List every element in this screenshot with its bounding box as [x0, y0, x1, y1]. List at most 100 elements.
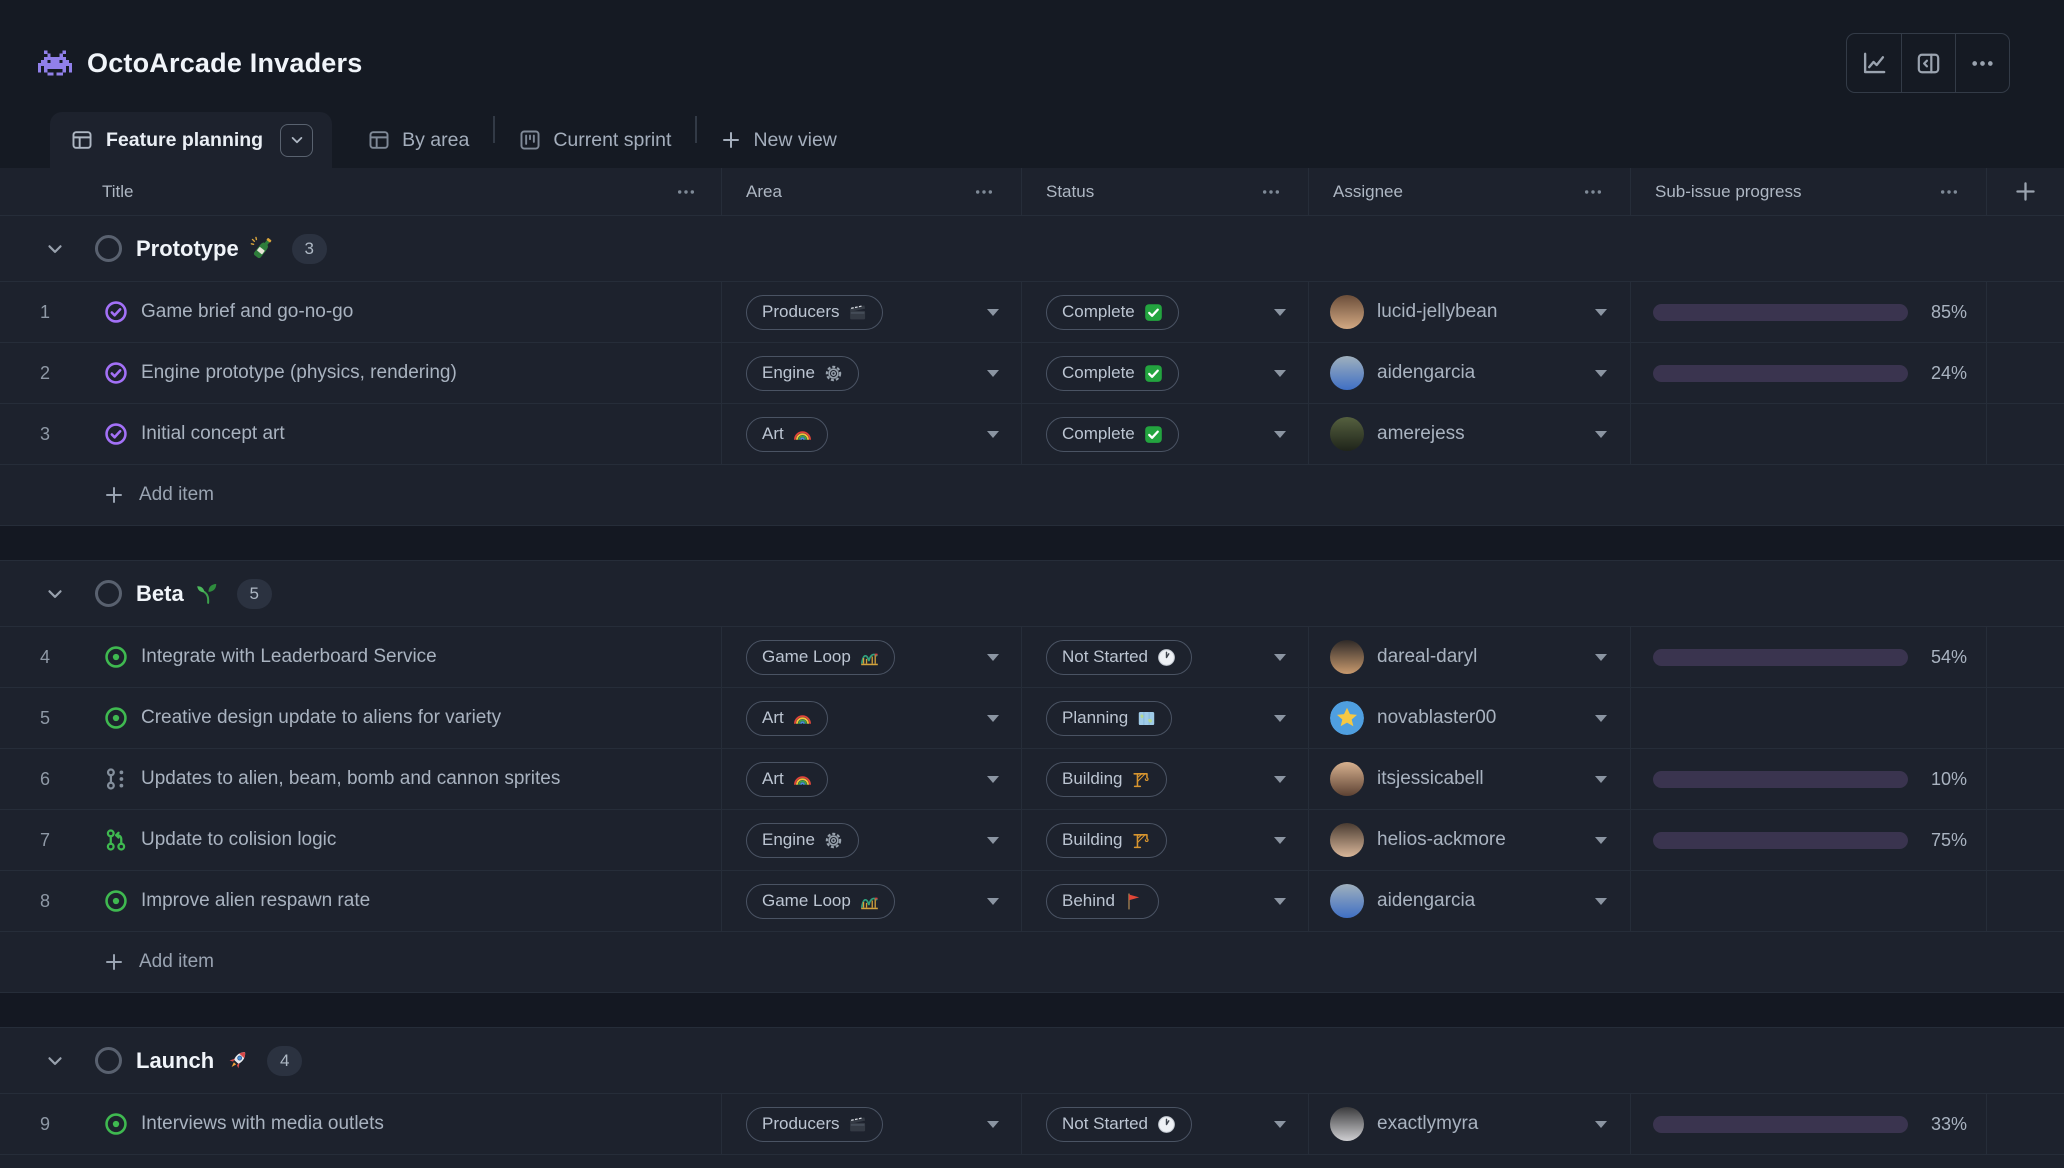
dropdown-caret-icon[interactable] [987, 715, 999, 722]
dropdown-caret-icon[interactable] [1274, 715, 1286, 722]
status-chip[interactable]: Complete [1046, 417, 1179, 452]
assignee-cell[interactable]: amerejess [1309, 404, 1631, 465]
area-cell[interactable]: Game Loop [722, 627, 1022, 688]
status-cell[interactable]: Planning [1022, 688, 1309, 749]
title-cell[interactable]: 7 Update to colision logic [0, 810, 722, 871]
dropdown-caret-icon[interactable] [987, 309, 999, 316]
column-menu-icon[interactable] [675, 181, 697, 203]
status-cell[interactable]: Not Started [1022, 627, 1309, 688]
dropdown-caret-icon[interactable] [1595, 776, 1607, 783]
column-header-area[interactable]: Area [722, 168, 1022, 216]
assignee-cell[interactable]: aidengarcia [1309, 871, 1631, 932]
status-chip[interactable]: Building [1046, 823, 1167, 858]
area-chip[interactable]: Game Loop [746, 640, 895, 675]
area-cell[interactable]: Engine [722, 343, 1022, 404]
area-cell[interactable]: Producers [722, 282, 1022, 343]
status-chip[interactable]: Not Started [1046, 640, 1192, 675]
title-cell[interactable]: 8 Improve alien respawn rate [0, 871, 722, 932]
issue-title[interactable]: Update to colision logic [141, 829, 336, 851]
column-header-assignee[interactable]: Assignee [1309, 168, 1631, 216]
area-chip[interactable]: Art [746, 417, 828, 452]
area-cell[interactable]: Art [722, 749, 1022, 810]
dropdown-caret-icon[interactable] [1595, 654, 1607, 661]
column-menu-icon[interactable] [1938, 181, 1960, 203]
status-chip[interactable]: Planning [1046, 701, 1172, 736]
dropdown-caret-icon[interactable] [1274, 1121, 1286, 1128]
tab-feature-planning[interactable]: Feature planning [50, 112, 332, 168]
tab-menu-button[interactable] [280, 124, 313, 157]
title-cell[interactable]: 5 Creative design update to aliens for v… [0, 688, 722, 749]
title-cell[interactable]: 6 Updates to alien, beam, bomb and canno… [0, 749, 722, 810]
side-panel-button[interactable] [1901, 34, 1955, 92]
add-item-row[interactable]: Add item [0, 465, 2064, 526]
dropdown-caret-icon[interactable] [987, 776, 999, 783]
status-cell[interactable]: Complete [1022, 404, 1309, 465]
dropdown-caret-icon[interactable] [1274, 837, 1286, 844]
add-item-row[interactable]: Add item [0, 932, 2064, 993]
area-chip[interactable]: Engine [746, 356, 859, 391]
group-collapse-icon[interactable] [45, 1051, 65, 1071]
column-menu-icon[interactable] [973, 181, 995, 203]
dropdown-caret-icon[interactable] [1595, 370, 1607, 377]
status-chip[interactable]: Not Started [1046, 1107, 1192, 1142]
assignee-cell[interactable]: itsjessicabell [1309, 749, 1631, 810]
column-header-title[interactable]: Title [0, 168, 722, 216]
assignee-cell[interactable]: dareal-daryl [1309, 627, 1631, 688]
area-cell[interactable]: Art [722, 688, 1022, 749]
area-cell[interactable]: Producers [722, 1094, 1022, 1155]
dropdown-caret-icon[interactable] [1274, 898, 1286, 905]
issue-title[interactable]: Interviews with media outlets [141, 1113, 384, 1135]
area-chip[interactable]: Art [746, 701, 828, 736]
dropdown-caret-icon[interactable] [1595, 837, 1607, 844]
assignee-cell[interactable]: exactlymyra [1309, 1094, 1631, 1155]
dropdown-caret-icon[interactable] [987, 370, 999, 377]
dropdown-caret-icon[interactable] [987, 1121, 999, 1128]
title-cell[interactable]: 3 Initial concept art [0, 404, 722, 465]
dropdown-caret-icon[interactable] [1595, 898, 1607, 905]
dropdown-caret-icon[interactable] [1595, 715, 1607, 722]
more-options-button[interactable] [1955, 34, 2009, 92]
title-cell[interactable]: 9 Interviews with media outlets [0, 1094, 722, 1155]
assignee-cell[interactable]: helios-ackmore [1309, 810, 1631, 871]
new-view-button[interactable]: New view [697, 112, 860, 168]
issue-title[interactable]: Initial concept art [141, 423, 285, 445]
title-cell[interactable]: 2 Engine prototype (physics, rendering) [0, 343, 722, 404]
status-chip[interactable]: Complete [1046, 295, 1179, 330]
issue-title[interactable]: Game brief and go-no-go [141, 301, 353, 323]
dropdown-caret-icon[interactable] [1595, 431, 1607, 438]
status-cell[interactable]: Complete [1022, 343, 1309, 404]
group-collapse-icon[interactable] [45, 239, 65, 259]
status-cell[interactable]: Building [1022, 749, 1309, 810]
status-cell[interactable]: Not Started [1022, 1094, 1309, 1155]
dropdown-caret-icon[interactable] [1274, 370, 1286, 377]
dropdown-caret-icon[interactable] [1274, 654, 1286, 661]
title-cell[interactable]: 1 Game brief and go-no-go [0, 282, 722, 343]
insights-button[interactable] [1847, 34, 1901, 92]
column-menu-icon[interactable] [1260, 181, 1282, 203]
status-cell[interactable]: Complete [1022, 282, 1309, 343]
dropdown-caret-icon[interactable] [987, 898, 999, 905]
area-cell[interactable]: Art [722, 404, 1022, 465]
issue-title[interactable]: Engine prototype (physics, rendering) [141, 362, 457, 384]
assignee-cell[interactable]: aidengarcia [1309, 343, 1631, 404]
area-cell[interactable]: Engine [722, 810, 1022, 871]
dropdown-caret-icon[interactable] [1595, 1121, 1607, 1128]
column-header-status[interactable]: Status [1022, 168, 1309, 216]
issue-title[interactable]: Integrate with Leaderboard Service [141, 646, 437, 668]
area-chip[interactable]: Engine [746, 823, 859, 858]
assignee-cell[interactable]: lucid-jellybean [1309, 282, 1631, 343]
dropdown-caret-icon[interactable] [987, 431, 999, 438]
area-chip[interactable]: Producers [746, 295, 883, 330]
issue-title[interactable]: Updates to alien, beam, bomb and cannon … [141, 768, 560, 790]
status-chip[interactable]: Complete [1046, 356, 1179, 391]
column-header-subissue-progress[interactable]: Sub-issue progress [1631, 168, 1987, 216]
status-cell[interactable]: Building [1022, 810, 1309, 871]
dropdown-caret-icon[interactable] [1274, 431, 1286, 438]
title-cell[interactable]: 4 Integrate with Leaderboard Service [0, 627, 722, 688]
tab-current-sprint[interactable]: Current sprint [495, 112, 695, 168]
dropdown-caret-icon[interactable] [1595, 309, 1607, 316]
assignee-cell[interactable]: novablaster00 [1309, 688, 1631, 749]
group-collapse-icon[interactable] [45, 584, 65, 604]
issue-title[interactable]: Improve alien respawn rate [141, 890, 370, 912]
dropdown-caret-icon[interactable] [1274, 309, 1286, 316]
